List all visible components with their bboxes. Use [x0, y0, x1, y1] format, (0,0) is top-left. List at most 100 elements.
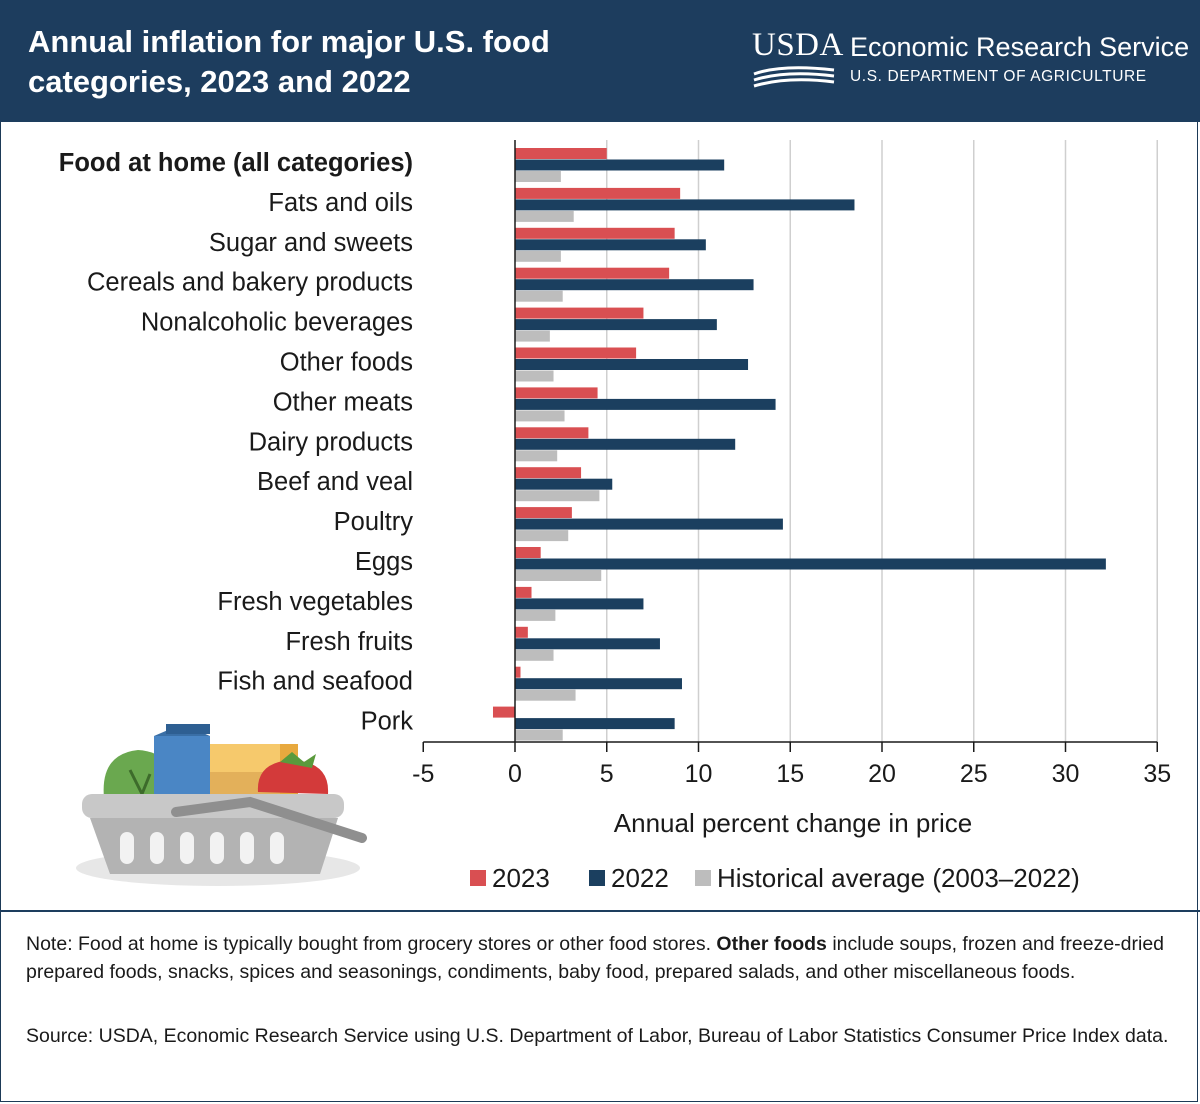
bar-2022 [515, 279, 754, 291]
lettuce-vein [128, 769, 152, 795]
x-tick-label: 10 [685, 760, 713, 788]
bar-2023 [515, 307, 644, 319]
bar-2022 [515, 598, 644, 610]
bar-historical [515, 649, 554, 661]
bar-2022 [515, 319, 717, 331]
bar-2022 [515, 398, 776, 410]
bar-2022 [515, 478, 613, 490]
category-label: Food at home (all categories) [59, 149, 413, 177]
x-tick-label: 0 [508, 760, 522, 788]
header-banner: Annual inflation for major U.S. food cat… [0, 0, 1200, 122]
category-label: Fish and seafood [217, 668, 413, 696]
category-label: Pork [361, 708, 414, 736]
legend-label: 2023 [492, 863, 550, 893]
milk-carton-icon [154, 736, 210, 800]
chart-title: Annual inflation for major U.S. food cat… [28, 24, 550, 99]
category-label: Beef and veal [257, 468, 413, 496]
bar-2023 [515, 547, 541, 558]
bar-historical [515, 530, 569, 542]
legend-swatch [695, 870, 711, 886]
bar-2022 [515, 518, 783, 530]
agency-name: Economic Research Service [850, 32, 1190, 62]
basket-slot [270, 832, 284, 864]
category-label: Sugar and sweets [209, 229, 413, 257]
x-tick-label: 15 [776, 760, 804, 788]
legend: 2023 2022 Historical average (2003–2022) [470, 863, 1080, 893]
x-tick-label: 25 [960, 760, 988, 788]
category-labels: Food at home (all categories) Fats and oi… [59, 149, 413, 736]
bar-2023 [515, 467, 582, 479]
category-label: Fresh fruits [285, 628, 413, 656]
category-label: Fats and oils [268, 189, 413, 217]
x-tick-label: 20 [868, 760, 896, 788]
bar-2023 [515, 626, 528, 638]
footer-divider [0, 910, 1200, 912]
bar-2022 [515, 638, 660, 650]
note-text-rest: include soups, frozen and freeze-dried p… [26, 933, 1165, 983]
bar-2023 [515, 227, 675, 239]
category-label: Nonalcoholic beverages [141, 309, 413, 337]
x-axis: -5 0 5 10 15 20 25 30 35 [412, 140, 1171, 788]
category-label: Eggs [355, 548, 413, 576]
x-tick-label: -5 [412, 760, 434, 788]
category-label: Poultry [334, 508, 414, 536]
category-label: Dairy products [249, 428, 413, 456]
legend-swatch [470, 870, 486, 886]
basket-slot [240, 832, 254, 864]
bar-historical [515, 729, 563, 741]
note-bold-term: Other foods [716, 933, 827, 955]
strawberry-leaves [280, 752, 316, 768]
bar-2023 [492, 706, 515, 718]
bar-historical [515, 450, 558, 462]
bar-2022 [515, 678, 682, 690]
bar-2023 [515, 586, 532, 598]
bar-historical [515, 370, 554, 382]
bar-2023 [515, 267, 670, 279]
bar-historical [515, 609, 556, 621]
basket-slot [150, 832, 164, 864]
category-label: Other meats [273, 388, 413, 416]
bar-2022 [515, 558, 1106, 570]
note-text: Note: Food at home is typically bought f… [26, 933, 717, 955]
basket-handle [171, 796, 367, 843]
bar-2023 [515, 387, 598, 399]
bar-2023 [515, 666, 521, 678]
bar-historical [515, 250, 561, 262]
basket-slot [210, 832, 224, 864]
bar-2023 [515, 427, 589, 439]
bar-historical [515, 689, 576, 701]
bars-group [492, 148, 1106, 741]
bar-2022 [515, 159, 725, 171]
x-tick-label: 30 [1052, 760, 1080, 788]
bar-historical [515, 171, 561, 182]
bar-2023 [515, 507, 572, 519]
x-tick-label: 5 [600, 760, 614, 788]
bar-2023 [515, 187, 681, 199]
chart-source: Source: USDA, Economic Research Service … [26, 1025, 1169, 1047]
grocery-basket-illustration [76, 724, 367, 886]
bar-historical [515, 570, 602, 581]
bar-2023 [515, 148, 607, 159]
category-label: Other foods [280, 349, 413, 377]
legend-swatch [589, 870, 605, 886]
usda-logo-text: USDA [752, 27, 844, 63]
legend-label: 2022 [611, 863, 669, 893]
bar-historical [515, 490, 600, 502]
x-tick-label: 35 [1143, 760, 1171, 788]
bar-historical [515, 290, 563, 302]
bar-2023 [515, 347, 637, 359]
milk-carton-cap [166, 724, 210, 734]
chart-note: Note: Food at home is typically bought f… [26, 930, 1176, 986]
category-label: Cereals and bakery products [87, 269, 413, 297]
bar-2022 [515, 239, 706, 251]
agency-department: U.S. DEPARTMENT OF AGRICULTURE [850, 68, 1147, 85]
bar-2022 [515, 718, 675, 730]
usda-logo-icon [753, 66, 835, 88]
bar-2022 [515, 359, 749, 370]
bar-2022 [515, 438, 736, 450]
x-axis-label: Annual percent change in price [614, 808, 972, 838]
category-label: Fresh vegetables [217, 588, 413, 616]
bar-historical [515, 330, 550, 342]
bar-chart: Food at home (all categories) Fats and oi… [59, 140, 1171, 893]
bar-historical [515, 210, 574, 222]
